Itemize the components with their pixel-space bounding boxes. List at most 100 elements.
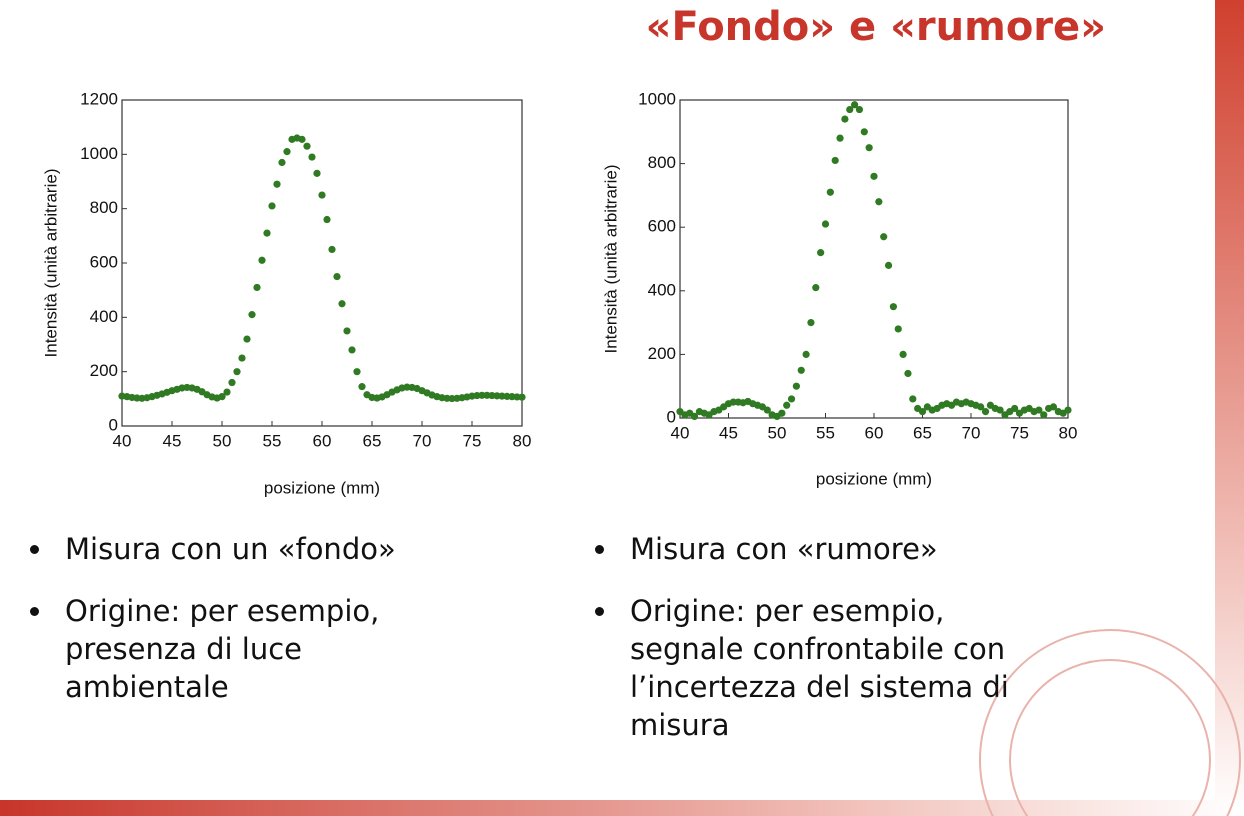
bullet: Origine: per esempio, segnale confrontab… <box>620 592 1060 744</box>
bullet: Origine: per esempio, presenza di luce a… <box>55 592 435 706</box>
right-column: Misura con «rumore» Origine: per esempio… <box>575 530 1095 768</box>
data-point <box>478 391 486 399</box>
y-tick-label: 1000 <box>80 144 118 163</box>
data-point <box>826 188 834 196</box>
data-point <box>889 303 898 311</box>
x-tick-label: 70 <box>962 423 981 442</box>
data-point <box>894 325 902 333</box>
plot-frame <box>679 99 1069 419</box>
data-point <box>218 393 226 401</box>
data-point <box>1011 404 1019 413</box>
data-point <box>763 406 771 414</box>
data-point <box>865 144 873 152</box>
x-tick-label: 50 <box>213 431 232 450</box>
data-point <box>263 229 271 237</box>
x-tick-label: 50 <box>768 423 787 442</box>
left-column: Misura con un «fondo» Origine: per esemp… <box>10 530 510 730</box>
data-point <box>278 158 286 167</box>
x-tick-label: 40 <box>671 423 690 442</box>
x-tick-label: 40 <box>113 431 132 450</box>
y-tick-label: 800 <box>648 153 676 172</box>
slide-title: «Fondo» e «rumore» <box>645 4 1106 50</box>
data-point <box>338 300 346 308</box>
y-tick-label: 600 <box>648 217 676 236</box>
y-tick-label: 600 <box>90 252 118 271</box>
y-tick-label: 1000 <box>638 89 676 108</box>
data-point <box>298 135 306 143</box>
data-point <box>253 283 261 292</box>
x-tick-label: 80 <box>513 431 532 450</box>
seal <box>979 629 1241 816</box>
data-point <box>268 202 276 210</box>
data-point <box>358 383 366 391</box>
data-point <box>904 369 912 378</box>
y-axis-label: Intensità (unità arbitrarie) <box>41 169 60 358</box>
data-point <box>323 215 331 224</box>
data-point <box>909 395 917 403</box>
y-tick-label: 800 <box>90 198 118 217</box>
data-point <box>273 180 281 188</box>
data-point <box>792 382 801 390</box>
data-point <box>817 249 825 257</box>
data-point <box>778 409 786 417</box>
x-tick-label: 65 <box>913 423 932 442</box>
data-point <box>303 142 311 150</box>
data-point <box>228 378 236 387</box>
data-point <box>846 105 854 114</box>
data-point <box>243 335 251 343</box>
x-tick-label: 70 <box>413 431 432 450</box>
data-point <box>807 319 815 327</box>
data-point <box>258 256 266 264</box>
x-tick-label: 45 <box>719 423 738 442</box>
data-point <box>333 272 341 281</box>
x-tick-label: 75 <box>1010 423 1029 442</box>
data-point <box>233 368 241 376</box>
x-tick-label: 55 <box>263 431 282 450</box>
y-tick-label: 0 <box>667 407 676 426</box>
data-point <box>981 408 990 416</box>
data-point <box>328 245 336 254</box>
data-point <box>841 115 849 123</box>
y-tick-label: 400 <box>648 280 676 299</box>
data-point <box>248 311 256 319</box>
data-point <box>870 172 878 180</box>
data-point <box>313 169 321 177</box>
x-tick-label: 80 <box>1059 423 1078 442</box>
data-point <box>880 233 888 241</box>
data-point <box>1049 403 1058 411</box>
y-tick-label: 200 <box>648 344 676 363</box>
bullet: Misura con «rumore» <box>620 530 1095 568</box>
x-tick-label: 45 <box>163 431 182 450</box>
data-point <box>787 395 796 403</box>
data-point <box>318 191 326 199</box>
x-axis-label: posizione (mm) <box>264 478 380 497</box>
data-point <box>851 101 859 109</box>
data-point <box>918 408 927 416</box>
scatter-chart: 40 45 50 55 60 65 70 75 80020040060080010001200p… <box>41 89 531 497</box>
bottom-bar <box>0 800 1244 816</box>
plot-frame <box>121 99 523 427</box>
y-tick-label: 1200 <box>80 89 118 108</box>
data-point <box>855 105 864 114</box>
y-tick-label: 400 <box>90 307 118 326</box>
x-tick-label: 65 <box>363 431 382 450</box>
data-point <box>884 261 893 269</box>
data-point <box>836 134 844 142</box>
data-point <box>1040 411 1048 419</box>
x-tick-label: 55 <box>816 423 835 442</box>
data-point <box>238 354 246 362</box>
data-point <box>977 403 985 411</box>
data-point <box>899 350 907 358</box>
data-point <box>783 401 791 409</box>
data-point <box>1035 406 1043 414</box>
data-point <box>860 128 868 136</box>
data-point <box>343 327 351 335</box>
data-point <box>996 406 1004 414</box>
data-point <box>518 393 526 401</box>
data-point <box>223 388 231 396</box>
data-point <box>797 366 805 374</box>
y-tick-label: 0 <box>109 415 118 434</box>
data-point <box>308 153 316 161</box>
